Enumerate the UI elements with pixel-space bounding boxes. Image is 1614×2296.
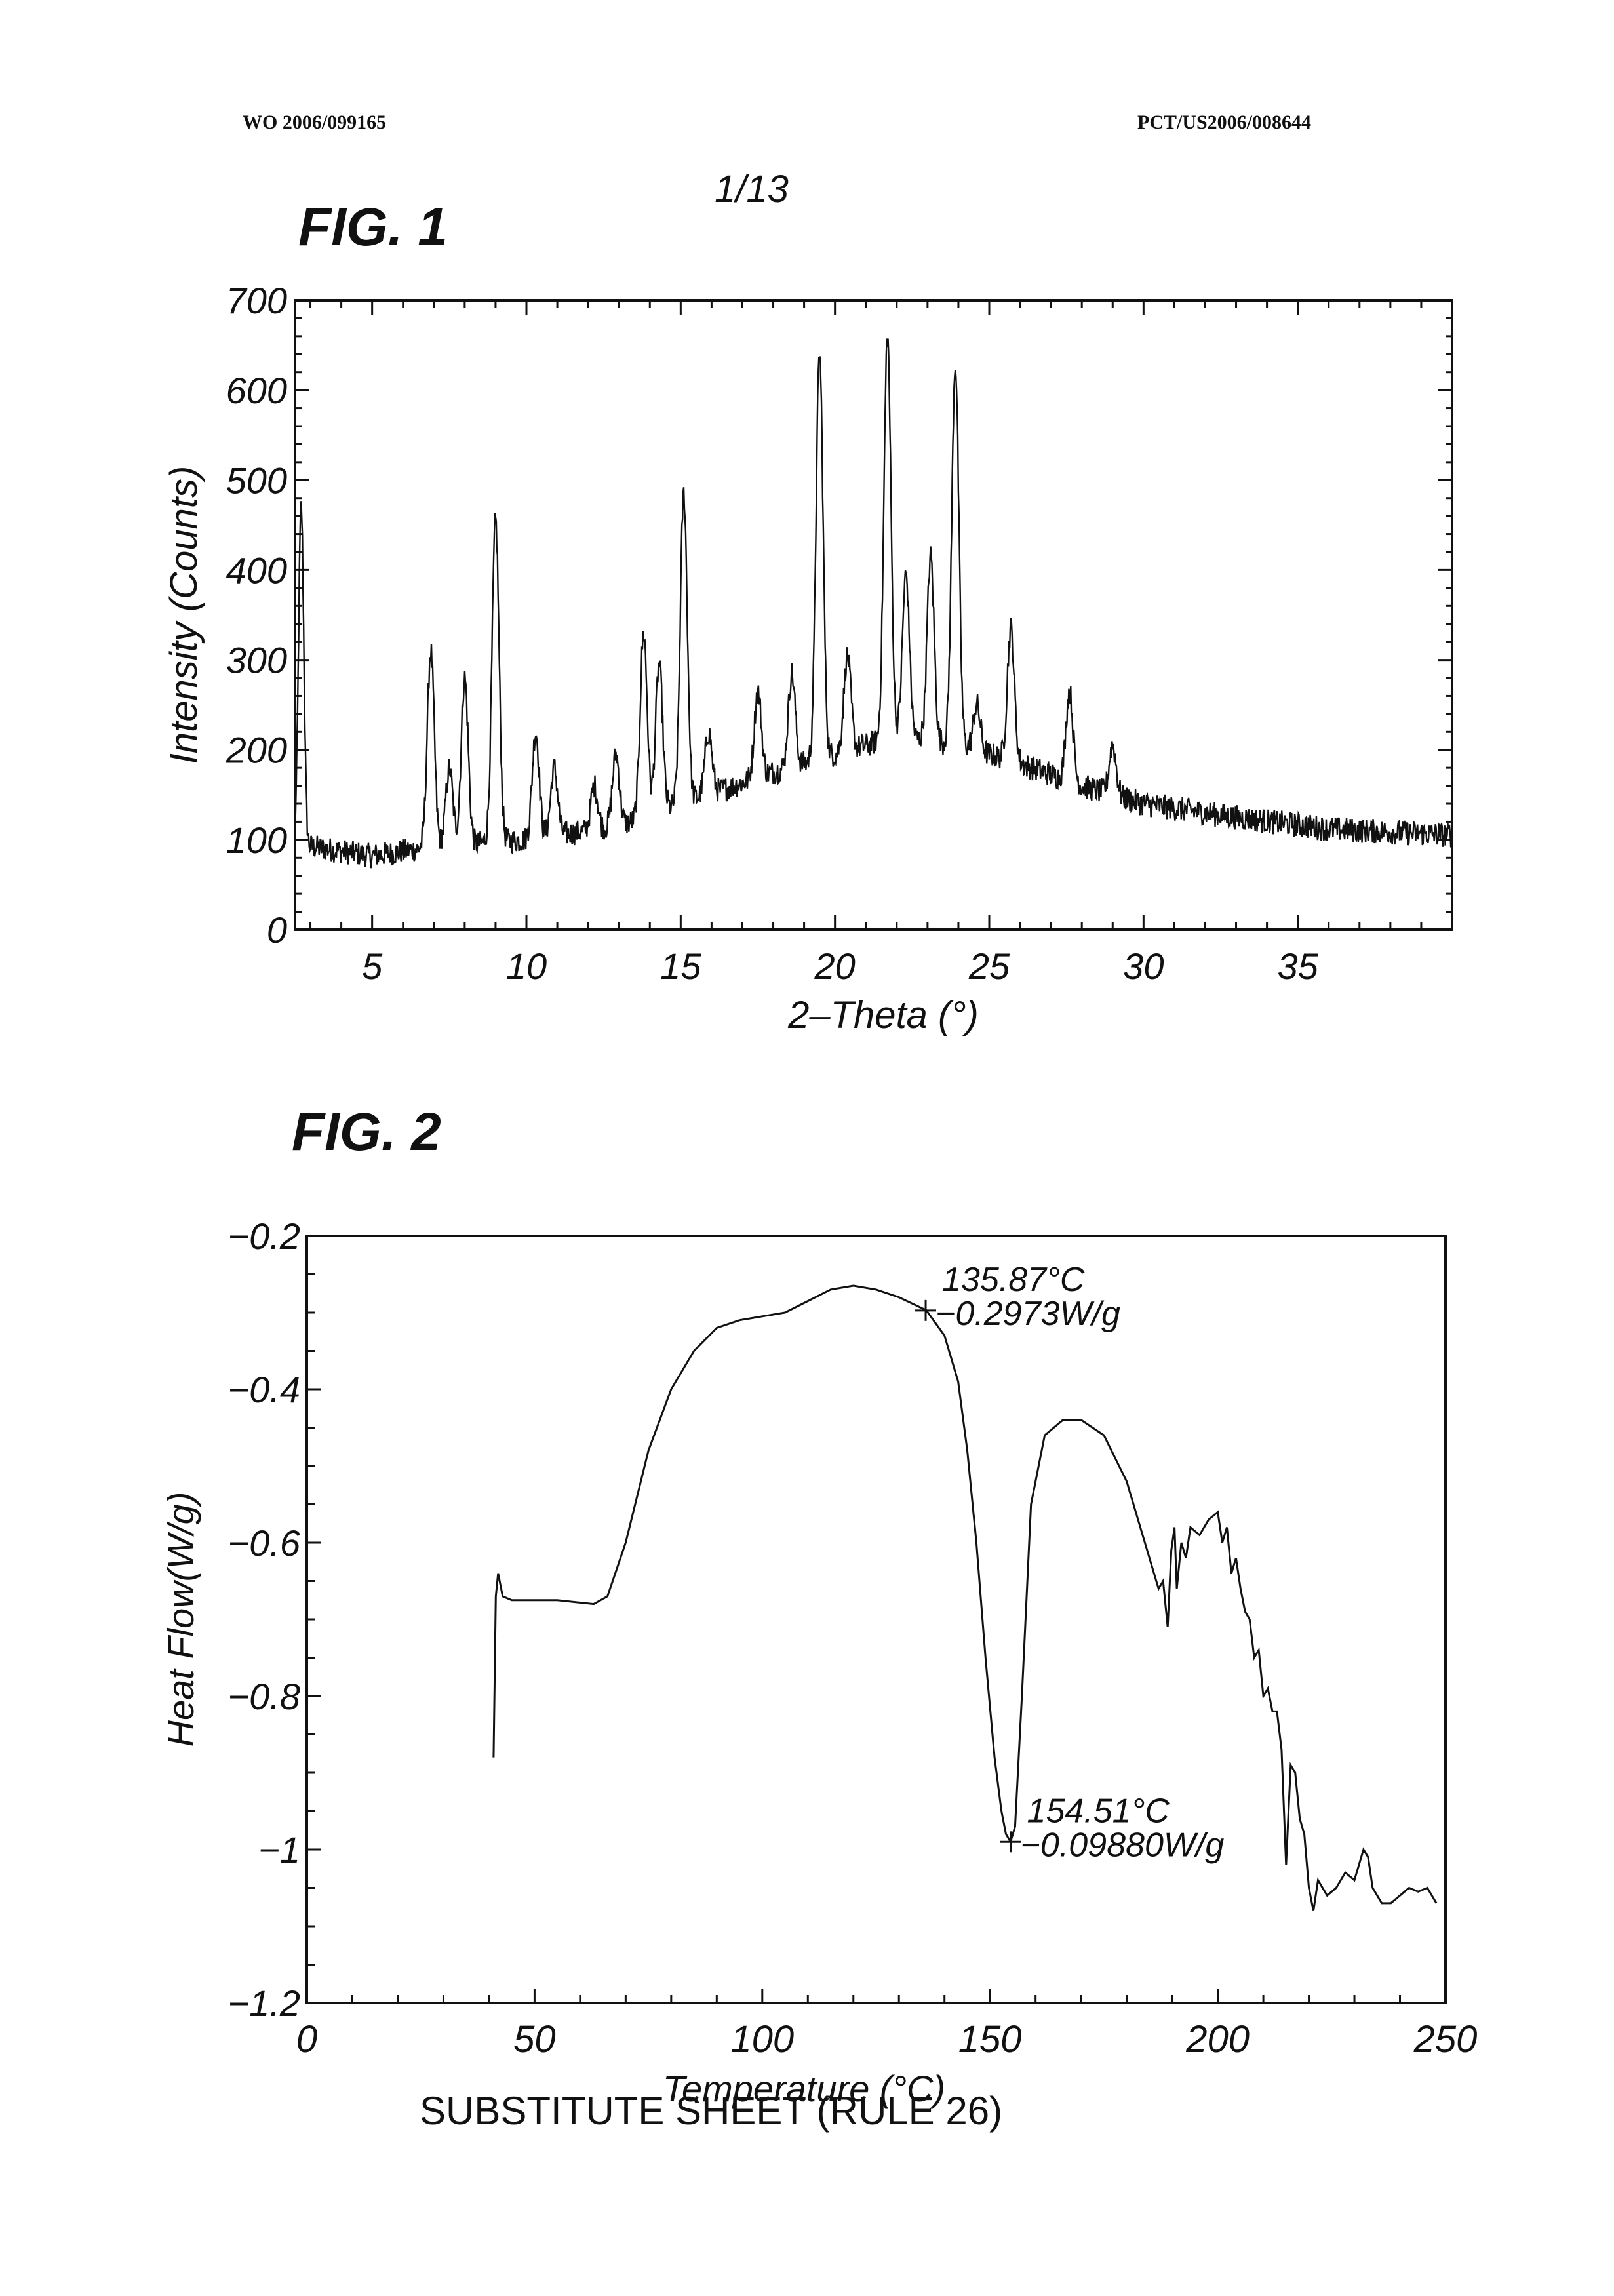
x-axis-label: 2–Theta (°) — [787, 994, 979, 1037]
x-tick-label: 150 — [958, 2018, 1022, 2061]
y-tick-label: 700 — [226, 280, 287, 321]
plot-frame — [295, 300, 1452, 930]
y-tick-label: −0.4 — [227, 1369, 300, 1410]
annotation-temperature: 135.87°C — [942, 1261, 1085, 1299]
y-tick-label: −0.8 — [227, 1676, 300, 1717]
x-tick-label: 35 — [1278, 945, 1319, 987]
footer-substitute-sheet: SUBSTITUTE SHEET (RULE 26) — [420, 2088, 1002, 2133]
xrpd-trace — [295, 339, 1451, 869]
x-tick-label: 50 — [513, 2018, 556, 2061]
x-tick-label: 5 — [362, 945, 383, 987]
y-tick-label: −0.6 — [227, 1522, 300, 1564]
xrpd-chart: 5 10 15 20 25 30 35 0 100 200 300 400 500 600 700 2–The… — [0, 0, 1614, 1082]
y-tick-label: −0.2 — [227, 1216, 300, 1257]
x-tick-label: 10 — [506, 945, 547, 987]
y-tick-label: 400 — [226, 549, 287, 591]
dsc-trace — [494, 1286, 1436, 1911]
x-tick-label: 25 — [968, 945, 1010, 987]
y-tick-label: 300 — [226, 640, 287, 681]
annotation-heat-flow: −0.2973W/g — [935, 1295, 1120, 1333]
y-tick-label: −1 — [258, 1829, 300, 1870]
x-tick-label: 250 — [1413, 2018, 1478, 2061]
y-tick-label: 500 — [226, 460, 287, 501]
y-tick-label: 600 — [226, 370, 287, 411]
y-axis-label: Heat Flow(W/g) — [160, 1492, 201, 1747]
y-tick-label: 100 — [226, 820, 287, 861]
x-tick-label: 0 — [296, 2018, 317, 2061]
y-tick-label: −1.2 — [227, 1983, 300, 2024]
annotation-temperature: 154.51°C — [1027, 1792, 1170, 1830]
annotation-heat-flow: −0.09880W/g — [1021, 1826, 1225, 1864]
x-tick-label: 20 — [814, 945, 856, 987]
y-axis-label: Intensity (Counts) — [163, 466, 205, 764]
x-tick-label: 100 — [730, 2018, 794, 2061]
plot-frame — [307, 1236, 1446, 2003]
y-tick-label: 0 — [267, 909, 287, 951]
x-tick-label: 200 — [1185, 2018, 1250, 2061]
dsc-chart: 050100150200250−0.2−0.4−0.6−0.8−1−1.2Tem… — [0, 1082, 1614, 2131]
y-tick-label: 200 — [226, 730, 287, 771]
x-tick-label: 15 — [660, 945, 701, 987]
x-tick-label: 30 — [1123, 945, 1164, 987]
